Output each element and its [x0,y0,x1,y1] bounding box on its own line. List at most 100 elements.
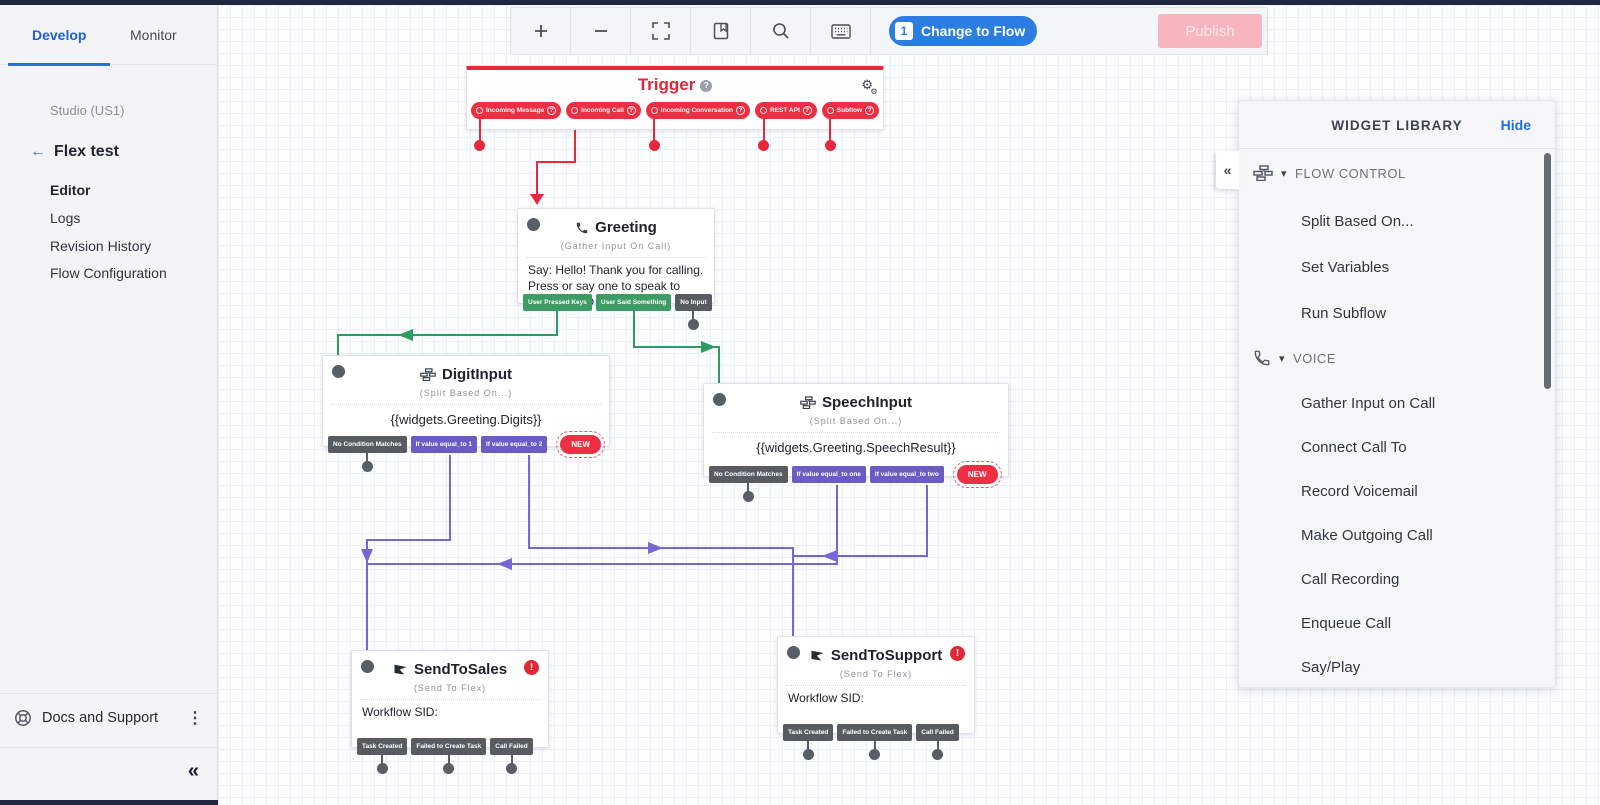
transition-no-input[interactable]: No Input [675,294,712,330]
pill-label: Subflow [836,107,863,114]
widget-greeting[interactable]: Greeting (Gather Input On Call) Say: Hel… [517,208,715,330]
radio-ring-icon [476,107,483,114]
transition-equal-to-one[interactable]: If value equal_to one [791,466,866,483]
transition-task-created[interactable]: Task Created [357,738,408,774]
divider [360,699,540,700]
transition-failed-to-create-task[interactable]: Failed to Create Task [411,738,487,774]
transition-equal-to-2[interactable]: If value equal_to 2 [480,436,548,453]
widget-send-to-support[interactable]: SendToSupport (Send To Flex) Workflow SI… [777,636,975,760]
widget-digit-input[interactable]: DigitInput (Split Based On...) {{widgets… [322,355,610,472]
trigger-pill-rest-api[interactable]: REST API [755,102,817,151]
input-port-dot[interactable] [527,218,540,231]
library-item-connect-call-to[interactable]: Connect Call To [1301,439,1407,456]
docs-and-support[interactable]: Docs and Support [14,709,158,727]
flex-flag-icon [394,664,407,674]
lifebuoy-icon [15,710,31,726]
sidebar-item-logs[interactable]: Logs [50,210,81,226]
sidebar-collapse-zone [0,747,217,800]
sidebar-item-flow-configuration[interactable]: Flow Configuration [50,265,167,281]
help-icon [802,106,812,115]
tab-develop[interactable]: Develop [32,27,87,43]
library-item-split-based-on[interactable]: Split Based On... [1301,213,1414,230]
minus-icon [594,30,607,32]
flow-name: Flex test [54,143,119,160]
collapse-sidebar-button[interactable] [188,760,199,783]
input-port-dot[interactable] [713,393,726,406]
gear-icon[interactable] [861,78,877,98]
new-transition-button[interactable]: NEW [556,431,605,458]
error-badge-icon[interactable] [950,646,965,661]
help-icon[interactable] [700,80,713,92]
transition-user-said-something[interactable]: User Said Something [595,294,672,311]
help-icon [865,106,875,115]
top-navy-strip [0,0,1600,5]
input-port-dot[interactable] [361,660,374,673]
notes-button[interactable] [691,8,751,54]
library-item-set-variables[interactable]: Set Variables [1301,259,1390,276]
transition-user-pressed-keys[interactable]: User Pressed Keys [523,294,592,311]
library-item-run-subflow[interactable]: Run Subflow [1301,305,1387,322]
widget-title: SpeechInput [704,384,1008,411]
transition-equal-to-two[interactable]: If value equal_to two [869,466,944,483]
fit-to-screen-button[interactable] [631,8,691,54]
widget-subtitle: (Send To Flex) [413,683,487,693]
trigger-widget[interactable]: Trigger Incoming Message Incoming Call I… [466,66,884,151]
section-voice[interactable]: VOICE [1253,349,1336,367]
trigger-pill-incoming-message[interactable]: Incoming Message [471,102,562,151]
kebab-menu-icon[interactable] [187,708,203,728]
transition-call-failed[interactable]: Call Failed [916,724,959,760]
library-item-record-voicemail[interactable]: Record Voicemail [1301,483,1418,500]
trigger-pill-subflow[interactable]: Subflow [821,102,880,151]
transition-failed-to-create-task[interactable]: Failed to Create Task [837,724,913,760]
widget-subtitle: (Split Based On...) [809,416,903,426]
zoom-in-button[interactable] [511,8,571,54]
input-port-dot[interactable] [787,646,800,659]
library-item-call-recording[interactable]: Call Recording [1301,571,1400,588]
section-label: FLOW CONTROL [1295,165,1406,181]
widget-title-text: SpeechInput [821,394,912,411]
sidebar-item-editor[interactable]: Editor [50,182,91,198]
transition-task-created[interactable]: Task Created [783,724,834,760]
library-item-say-play[interactable]: Say/Play [1301,659,1361,676]
tab-monitor[interactable]: Monitor [130,27,177,43]
library-item-gather-input-on-call[interactable]: Gather Input on Call [1301,395,1436,412]
error-badge-icon[interactable] [524,660,539,675]
left-sidebar: Develop Monitor Studio (US1) Flex test E… [0,5,218,805]
library-scrollbar-thumb[interactable] [1544,153,1551,389]
radio-ring-icon [760,107,768,114]
new-transition-button[interactable]: NEW [952,461,1002,488]
radio-ring-icon [650,107,658,114]
transition-no-condition-matches[interactable]: No Condition Matches [709,466,788,502]
widget-send-to-sales[interactable]: SendToSales (Send To Flex) Workflow SID:… [351,650,549,774]
section-flow-control[interactable]: FLOW CONTROL [1253,165,1406,181]
plus-icon [534,25,547,37]
sidebar-item-revision-history[interactable]: Revision History [50,238,152,254]
trigger-pill-incoming-conversation[interactable]: Incoming Conversation [645,102,751,151]
divider [786,685,966,686]
shortcuts-button[interactable] [811,8,871,54]
trigger-pill-incoming-call[interactable]: Incoming Call [566,102,641,119]
chevron-down-icon [1281,167,1287,180]
pill-label: Incoming Call [581,107,624,114]
hide-library-button[interactable]: Hide [1500,117,1531,133]
chevron-down-icon [1279,352,1285,365]
canvas-toolbar: 1 Change to Flow Publish [510,7,1268,55]
zoom-out-button[interactable] [571,8,631,54]
widget-speech-input[interactable]: SpeechInput (Split Based On...) {{widget… [703,383,1009,502]
transition-equal-to-1[interactable]: If value equal_to 1 [410,436,477,453]
transition-no-condition-matches[interactable]: No Condition Matches [328,436,407,472]
widget-body: {{widgets.Greeting.SpeechResult}} [756,440,956,455]
library-item-enqueue-call[interactable]: Enqueue Call [1301,615,1392,632]
publish-button[interactable]: Publish [1158,14,1262,48]
change-to-flow-button[interactable]: 1 Change to Flow [889,16,1038,46]
input-port-dot[interactable] [332,365,345,378]
widget-body: {{widgets.Greeting.Digits}} [390,412,542,427]
split-icon [800,396,816,409]
collapse-library-tab[interactable] [1216,151,1239,189]
library-item-make-outgoing-call[interactable]: Make Outgoing Call [1301,527,1433,544]
search-button[interactable] [751,8,811,54]
transition-call-failed[interactable]: Call Failed [490,738,533,774]
back-to-flows[interactable]: Flex test [30,143,119,161]
widget-transitions: User Pressed Keys User Said Something No… [523,294,712,330]
widget-transitions: Task Created Failed to Create Task Call … [783,724,959,760]
